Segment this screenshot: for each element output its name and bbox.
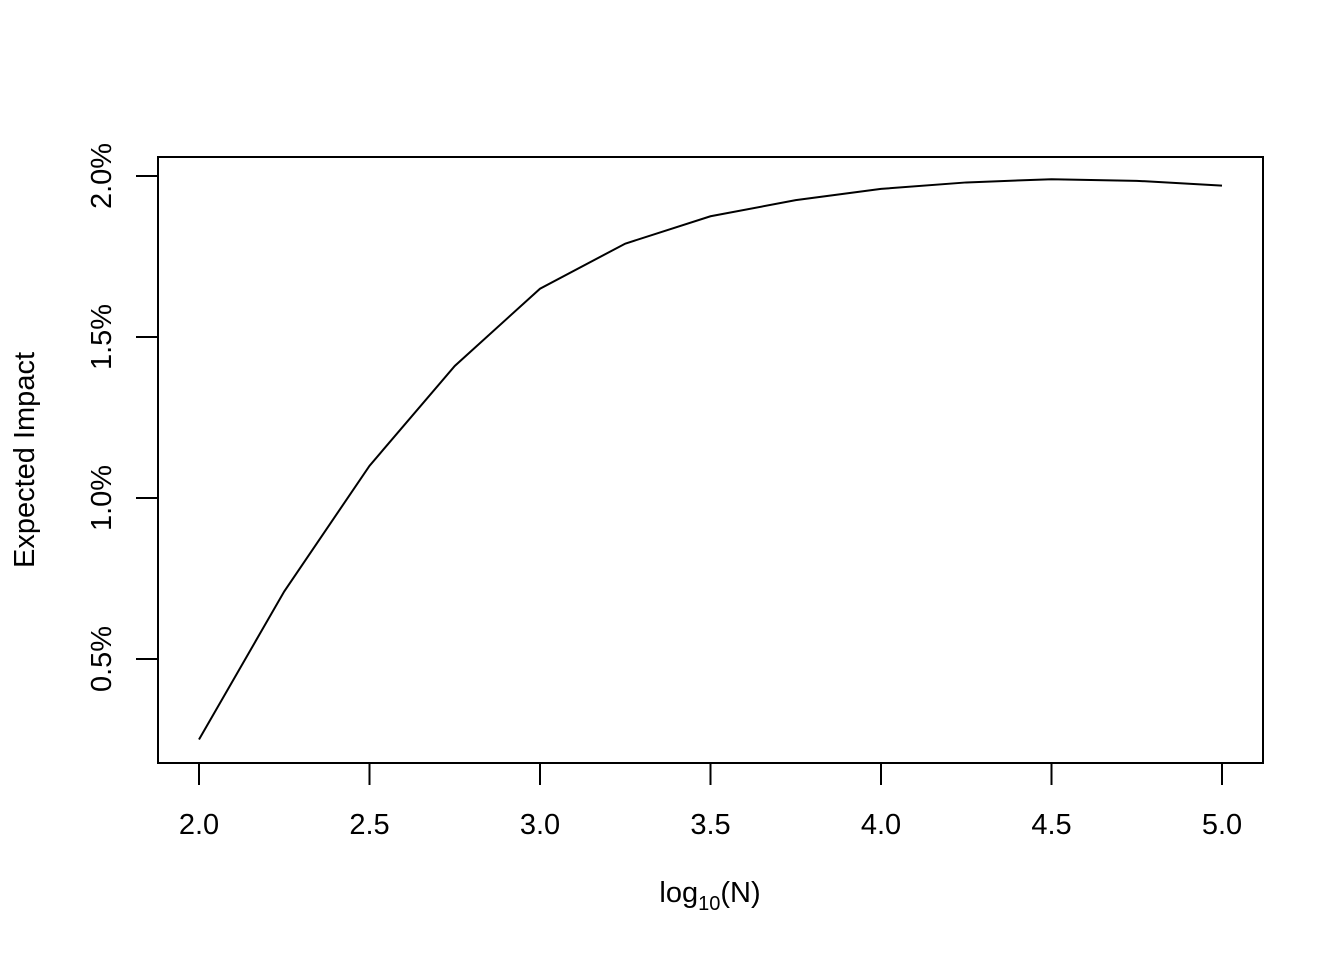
x-tick-label: 5.0 [1202, 809, 1242, 841]
x-axis-title-suffix: (N) [720, 877, 760, 909]
y-axis: 0.5% 1.0% 1.5% 2.0% [86, 143, 159, 692]
series-line [198, 178, 1223, 740]
x-tick-label: 3.5 [690, 809, 730, 841]
x-tick-label: 4.0 [861, 809, 901, 841]
x-axis: 2.0 2.5 3.0 3.5 4.0 4.5 5.0 [179, 762, 1242, 841]
y-tick-label: 1.0% [86, 465, 118, 531]
series-layer [198, 178, 1223, 740]
x-tick-label: 3.0 [520, 809, 560, 841]
x-tick-label: 2.5 [349, 809, 389, 841]
x-tick-label: 4.5 [1031, 809, 1071, 841]
y-tick-label: 0.5% [86, 626, 118, 692]
x-axis-title-subscript: 10 [698, 893, 720, 915]
x-axis-title-main: log [659, 877, 698, 909]
x-tick-label: 2.0 [179, 809, 219, 841]
y-tick-label: 2.0% [86, 143, 118, 209]
x-axis-title: log10(N) [659, 877, 760, 915]
y-axis-title: Expected Impact [9, 352, 41, 568]
y-tick-label: 1.5% [86, 304, 118, 370]
plot-frame [157, 156, 1264, 764]
